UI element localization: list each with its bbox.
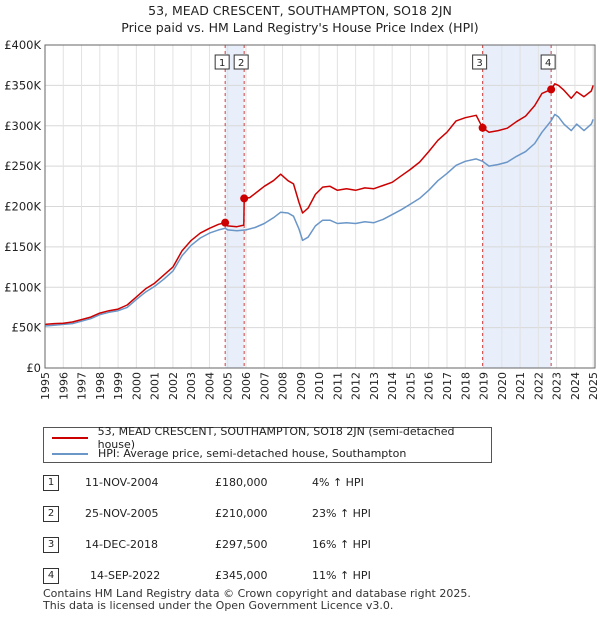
y-tick-label: £0 <box>26 361 41 375</box>
x-tick-label: 2016 <box>423 372 436 400</box>
transaction-price: £297,500 <box>215 538 268 551</box>
x-tick-label: 2007 <box>258 372 271 400</box>
y-tick-label: £150K <box>4 240 41 254</box>
x-tick-label: 2025 <box>587 372 600 400</box>
x-tick-label: 2019 <box>478 372 491 400</box>
transaction-number: 2 <box>43 506 59 522</box>
marker-label: 3 <box>476 58 482 69</box>
marker-label-box <box>472 54 488 70</box>
transaction-row: 3 14-DEC-2018 £297,500 16% ↑ HPI <box>0 536 600 556</box>
hpi-line <box>44 113 594 327</box>
marker-label-box <box>214 54 230 70</box>
y-tick-label: £300K <box>4 119 41 133</box>
chart-title-line2: Price paid vs. HM Land Registry's House … <box>121 20 479 35</box>
legend-label-property: 53, MEAD CRESCENT, SOUTHAMPTON, SO18 2JN… <box>97 424 455 451</box>
marker-label-box <box>540 54 556 70</box>
x-tick-label: 2001 <box>149 372 162 400</box>
x-tick-label: 2022 <box>532 372 545 400</box>
sale-point <box>478 123 487 132</box>
x-tick-label: 2003 <box>185 372 198 400</box>
footer-licence: This data is licensed under the Open Gov… <box>43 599 394 612</box>
transaction-price: £345,000 <box>215 569 268 582</box>
x-tick-label: 2005 <box>222 372 235 400</box>
x-tick-label: 2004 <box>203 372 216 400</box>
x-tick-label: 2013 <box>368 372 381 400</box>
x-tick-label: 2011 <box>331 372 344 400</box>
transaction-date: 14-SEP-2022 <box>90 569 161 582</box>
x-tick-label: 2009 <box>295 372 308 400</box>
plot-frame <box>44 44 596 369</box>
x-tick-label: 1998 <box>94 372 107 400</box>
transaction-date: 14-DEC-2018 <box>85 538 159 551</box>
transaction-number: 4 <box>43 568 59 584</box>
legend-label-hpi: HPI: Average price, semi-detached house,… <box>98 447 407 460</box>
chart-title-line1: 53, MEAD CRESCENT, SOUTHAMPTON, SO18 2JN <box>148 3 452 18</box>
x-tick-label: 2000 <box>130 372 143 400</box>
transaction-number: 1 <box>43 475 59 491</box>
x-tick-label: 2023 <box>551 372 564 400</box>
transaction-price: £210,000 <box>215 507 268 520</box>
transaction-hpi-diff: 4% ↑ HPI <box>312 476 364 489</box>
transaction-hpi-diff: 16% ↑ HPI <box>312 538 371 551</box>
marker-label: 1 <box>219 58 225 69</box>
x-tick-label: 1995 <box>39 372 52 400</box>
x-tick-label: 2010 <box>313 372 326 400</box>
transaction-price: £180,000 <box>215 476 268 489</box>
transaction-hpi-diff: 23% ↑ HPI <box>312 507 371 520</box>
y-tick-label: £200K <box>4 200 41 214</box>
transaction-date: 11-NOV-2004 <box>85 476 159 489</box>
transaction-row: 1 11-NOV-2004 £180,000 4% ↑ HPI <box>0 474 600 494</box>
x-tick-label: 2020 <box>496 372 509 400</box>
sale-point <box>547 85 556 94</box>
x-tick-label: 2024 <box>569 372 582 400</box>
x-tick-label: 2002 <box>167 372 180 400</box>
x-tick-label: 1999 <box>112 372 125 400</box>
y-tick-label: £350K <box>4 78 41 92</box>
x-tick-label: 1996 <box>57 372 70 400</box>
x-tick-label: 2014 <box>386 372 399 400</box>
x-tick-label: 2021 <box>514 372 527 400</box>
x-tick-label: 2015 <box>404 372 417 400</box>
marker-label: 4 <box>545 58 551 69</box>
transaction-date: 25-NOV-2005 <box>85 507 159 520</box>
x-tick-label: 2008 <box>277 372 290 400</box>
x-tick-label: 2017 <box>441 372 454 400</box>
footer: Contains HM Land Registry data © Crown c… <box>43 588 471 612</box>
legend: 53, MEAD CRESCENT, SOUTHAMPTON, SO18 2JN… <box>43 425 492 463</box>
x-tick-label: 2018 <box>459 372 472 400</box>
legend-swatch-hpi <box>52 452 88 455</box>
transaction-row: 2 25-NOV-2005 £210,000 23% ↑ HPI <box>0 505 600 525</box>
x-tick-label: 2012 <box>350 372 363 400</box>
y-tick-label: £50K <box>12 321 42 335</box>
y-tick-label: £400K <box>4 38 41 52</box>
sale-point <box>240 194 249 203</box>
legend-item-hpi: HPI: Average price, semi-detached house,… <box>52 446 406 461</box>
sale-point <box>221 218 230 227</box>
x-tick-label: 2006 <box>240 372 253 400</box>
footer-copyright: Contains HM Land Registry data © Crown c… <box>43 587 471 600</box>
transaction-row: 4 14-SEP-2022 £345,000 11% ↑ HPI <box>0 567 600 587</box>
x-tick-label: 1997 <box>76 372 89 400</box>
y-tick-label: £100K <box>4 280 41 294</box>
legend-item-property: 53, MEAD CRESCENT, SOUTHAMPTON, SO18 2JN… <box>52 425 491 451</box>
property-line <box>44 83 594 326</box>
marker-label: 2 <box>238 58 244 69</box>
price-chart: 1 2 3 4 £0 £50K £100K £150K £200K £250K £300K £350K… <box>4 38 600 400</box>
y-tick-label: £250K <box>4 159 41 173</box>
transaction-number: 3 <box>43 537 59 553</box>
legend-swatch-property <box>52 436 88 439</box>
transaction-hpi-diff: 11% ↑ HPI <box>312 569 371 582</box>
marker-label-box <box>233 54 249 70</box>
